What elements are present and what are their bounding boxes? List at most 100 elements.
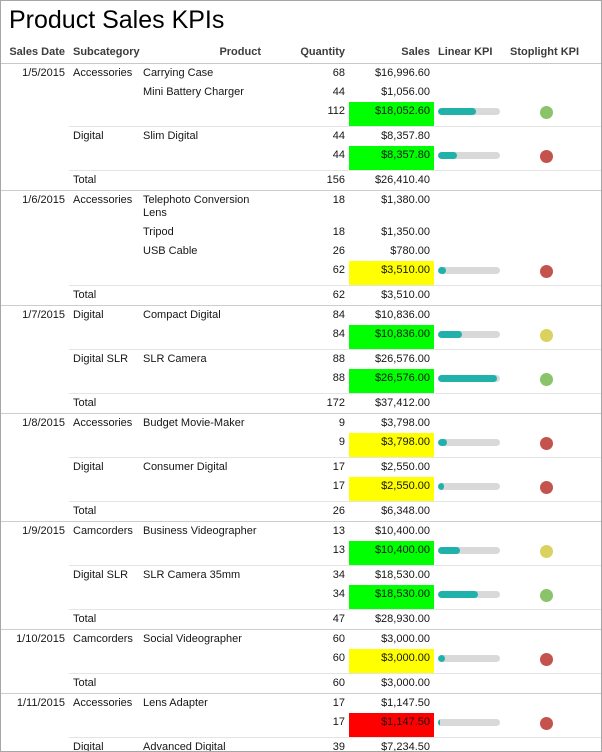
linear-kpi-cell [434, 713, 506, 738]
quantity-cell: 44 [265, 126, 349, 146]
product-cell: SLR Camera 35mm [139, 565, 265, 585]
sales-date-cell [1, 673, 69, 694]
linear-kpi-cell [434, 261, 506, 286]
linear-kpi-cell [434, 285, 506, 306]
subcategory-cell: Accessories [73, 417, 133, 429]
subtotal-quantity-cell: 9 [338, 436, 345, 448]
sales-date-cell [1, 649, 69, 674]
total-quantity-cell: 60 [265, 673, 349, 694]
subtotal-quantity-cell: 112 [327, 105, 345, 117]
stoplight-green-icon [540, 373, 553, 386]
sales-date-cell [1, 325, 69, 350]
linear-kpi-cell [434, 737, 506, 751]
linear-kpi-cell [434, 325, 506, 350]
quantity-cell: 34 [265, 565, 349, 585]
report-table: Sales Date Subcategory Product Quantity Sale… [1, 40, 601, 751]
quantity-cell: 44 [332, 86, 345, 98]
stoplight-red-icon [540, 437, 553, 450]
sales-cell: $3,000.00 [381, 633, 430, 645]
subtotal-quantity-cell: 84 [332, 328, 345, 340]
sales-date-cell [1, 477, 69, 502]
product-cell: Advanced Digital [139, 737, 265, 751]
linear-kpi-fill [438, 331, 462, 338]
linear-kpi-track [438, 547, 500, 554]
sales-date-cell [1, 350, 69, 370]
quantity-cell: 17 [265, 457, 349, 477]
sales-cell: $1,056.00 [381, 86, 430, 98]
stoplight-kpi-cell [506, 501, 601, 522]
report-body: 1/5/2015 Accessories Carrying Case 68 $16,99… [1, 64, 601, 751]
stoplight-kpi-cell [506, 457, 601, 477]
sales-cell: $26,576.00 [349, 349, 434, 369]
detail-row: 1/8/2015 Accessories Budget Movie-Maker 9 $3… [1, 414, 601, 434]
subtotal-row: 62 $3,510.00 [1, 261, 601, 286]
subcategory-cell [69, 146, 139, 171]
detail-row: 1/9/2015 Camcorders Business Videographer 1… [1, 522, 601, 542]
sales-cell: $16,996.60 [374, 67, 430, 79]
product-cell: Mini Battery Charger [143, 86, 244, 98]
stoplight-kpi-cell [506, 306, 601, 326]
sales-date-cell [1, 285, 69, 306]
linear-kpi-cell [434, 170, 506, 191]
sales-date-cell [1, 146, 69, 171]
subtotal-quantity-cell: 62 [332, 264, 345, 276]
sales-date-cell: 1/6/2015 [22, 194, 65, 206]
product-cell [139, 261, 265, 286]
stoplight-kpi-cell [506, 191, 601, 224]
stoplight-kpi-cell [506, 170, 601, 191]
product-cell: Consumer Digital [139, 457, 265, 477]
subcategory-cell [69, 713, 139, 738]
sales-cell: $3,798.00 [381, 417, 430, 429]
linear-kpi-track [438, 331, 500, 338]
sales-cell: $780.00 [390, 245, 430, 257]
product-cell [139, 585, 265, 610]
product-cell [139, 649, 265, 674]
subtotal-row: 88 $26,576.00 [1, 369, 601, 394]
quantity-cell: 9 [338, 417, 345, 429]
detail-row: 1/5/2015 Accessories Carrying Case 68 $16,99… [1, 64, 601, 84]
linear-kpi-cell [434, 83, 506, 102]
linear-kpi-fill [438, 152, 457, 159]
product-cell: Social Videographer [143, 633, 242, 645]
subtotal-row: 112 $18,052.60 [1, 102, 601, 127]
sales-date-cell: 1/5/2015 [22, 67, 65, 79]
sales-cell: $2,550.00 [349, 457, 434, 477]
detail-row: USB Cable 26 $780.00 [1, 242, 601, 261]
linear-kpi-cell [434, 649, 506, 674]
stoplight-kpi-cell [506, 649, 601, 674]
subtotal-row: 60 $3,000.00 [1, 649, 601, 674]
subcategory-cell: Digital [69, 126, 139, 146]
subtotal-quantity-cell: 34 [332, 588, 345, 600]
subtotal-sales-cell: $10,400.00 [349, 541, 434, 566]
total-quantity-cell: 62 [265, 285, 349, 306]
product-cell [139, 673, 265, 694]
subtotal-sales-cell: $3,510.00 [349, 261, 434, 286]
sales-cell: $10,400.00 [374, 525, 430, 537]
product-cell [139, 713, 265, 738]
product-cell: Slim Digital [139, 126, 265, 146]
stoplight-kpi-cell [506, 713, 601, 738]
subtotal-quantity-cell: 44 [332, 149, 345, 161]
linear-kpi-track [438, 655, 500, 662]
sales-date-cell [1, 242, 69, 261]
subtotal-sales-cell: $8,357.80 [349, 146, 434, 171]
stoplight-kpi-cell [506, 522, 601, 542]
sales-date-cell [1, 566, 69, 586]
linear-kpi-cell [434, 306, 506, 326]
linear-kpi-cell [434, 146, 506, 171]
detail-row: 1/11/2015 Accessories Lens Adapter 17 $1,147… [1, 694, 601, 714]
subcategory-cell: Digital SLR [69, 565, 139, 585]
subcategory-cell: Digital [69, 457, 139, 477]
quantity-cell: 68 [332, 67, 345, 79]
subcategory-cell [69, 261, 139, 286]
product-cell: Compact Digital [143, 309, 221, 321]
linear-kpi-track [438, 267, 500, 274]
stoplight-kpi-cell [506, 565, 601, 585]
sales-date-cell [1, 102, 69, 127]
stoplight-kpi-cell [506, 285, 601, 306]
subtotal-sales-cell: $2,550.00 [349, 477, 434, 502]
linear-kpi-cell [434, 191, 506, 224]
stoplight-kpi-cell [506, 630, 601, 650]
column-header-sales: Sales [349, 40, 434, 64]
sales-date-cell: 1/11/2015 [16, 697, 65, 709]
